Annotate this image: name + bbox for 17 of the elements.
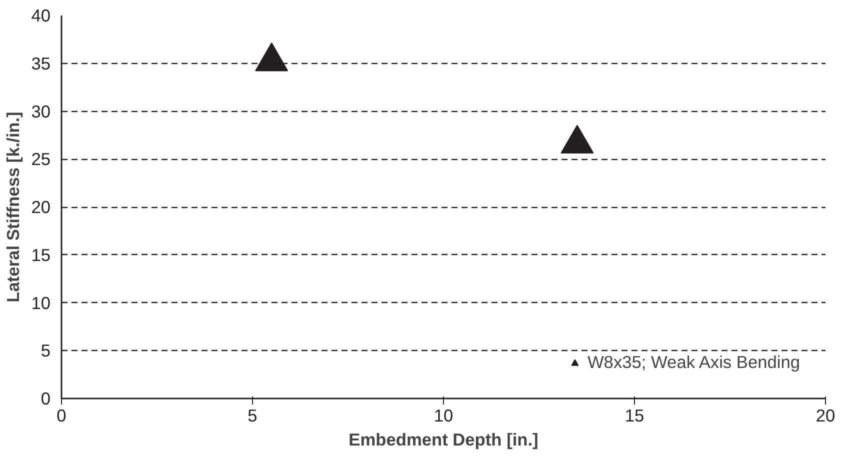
x-tick-label: 5 [248, 406, 258, 426]
x-tick-label: 0 [56, 406, 66, 426]
y-tick-label: 25 [31, 149, 51, 170]
x-tick-label: 10 [434, 406, 454, 426]
y-tick-label: 40 [31, 6, 51, 26]
y-axis-title: Lateral Stiffness [k./in.] [3, 112, 24, 302]
y-tick-label: 5 [40, 340, 51, 361]
legend-label: W8x35; Weak Axis Bending [587, 352, 800, 373]
x-tick-label: 15 [624, 406, 644, 426]
y-tick-label: 20 [31, 197, 51, 217]
x-axis-title: Embedment Depth [in.] [348, 430, 538, 450]
y-tick-label: 35 [31, 53, 51, 74]
y-tick-label: 30 [31, 101, 51, 122]
y-tick-label: 0 [40, 388, 51, 408]
x-tick-label: 20 [816, 406, 836, 426]
y-tick-label: 15 [31, 244, 51, 265]
y-tick-label: 10 [31, 292, 51, 313]
